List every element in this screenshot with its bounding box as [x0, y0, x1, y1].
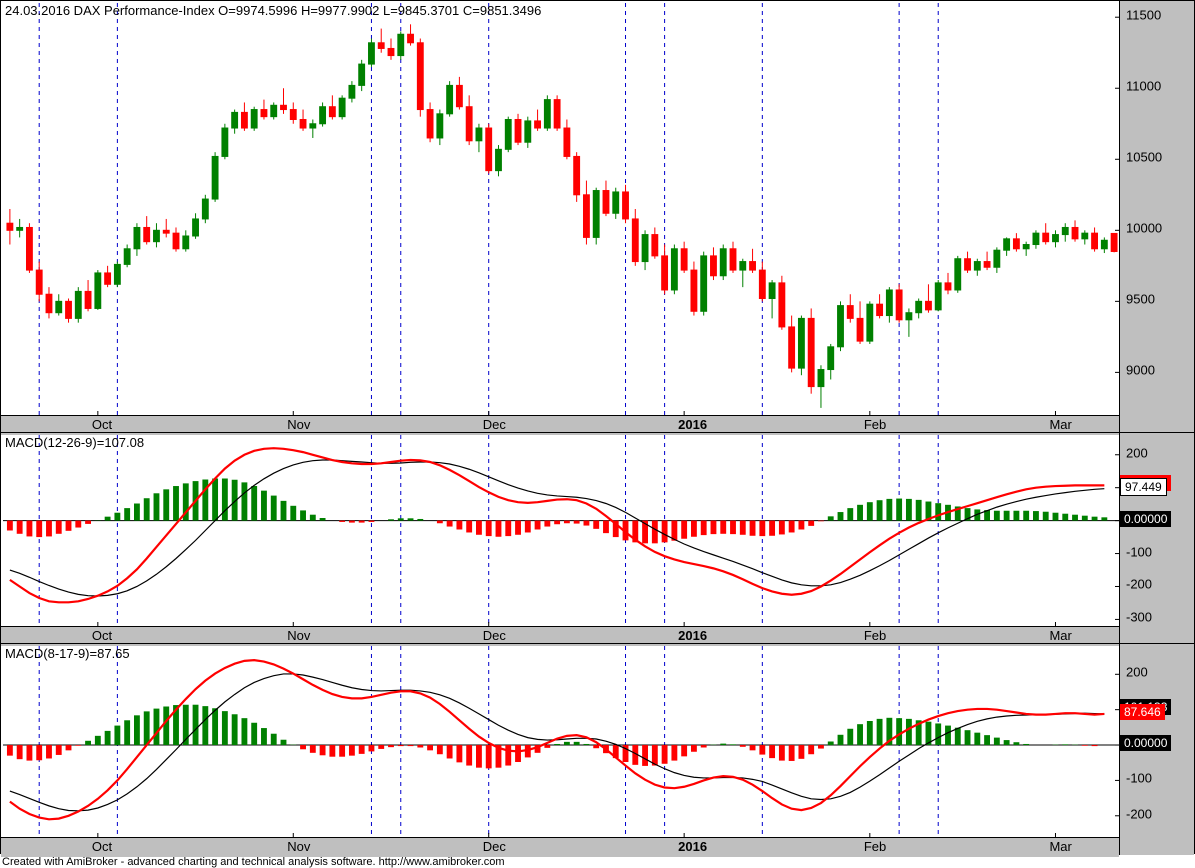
y-tick-label: 200: [1126, 665, 1148, 680]
plot-area[interactable]: [3, 646, 1119, 837]
x-tick-label: Dec: [483, 839, 506, 854]
x-tick-label: Nov: [287, 628, 310, 643]
panel-title: 24.03.2016 DAX Performance-Index O=9974.…: [5, 3, 541, 18]
y-tick-label: -200: [1126, 577, 1152, 592]
x-tick-label: Oct: [92, 628, 112, 643]
x-tick-label: 2016: [678, 628, 707, 643]
y-tick-label: 10000: [1126, 221, 1162, 236]
y-tick-label: -100: [1126, 771, 1152, 786]
y-axis: 9000 9500 10000 10500 11000 11500: [1119, 1, 1194, 433]
y-tick-label: 9000: [1126, 363, 1155, 378]
x-tick-label: Mar: [1049, 839, 1071, 854]
value-flag: 0.00000: [1120, 735, 1171, 751]
x-tick-label: Feb: [864, 839, 886, 854]
x-tick-label: Dec: [483, 628, 506, 643]
value-flag: 0.00000: [1120, 511, 1171, 527]
y-tick-label: 11000: [1126, 79, 1161, 94]
macd-panel-2[interactable]: -200-1000100200101.13387.6460.00000OctNo…: [0, 643, 1195, 854]
x-tick-label: Feb: [864, 628, 886, 643]
footer-text: Created with AmiBroker - advanced charti…: [2, 856, 505, 868]
x-tick-label: Dec: [483, 417, 506, 432]
plot-area[interactable]: [3, 435, 1119, 626]
value-flag: 87.646: [1120, 704, 1165, 720]
chart-page: 9000 9500 10000 10500 11000 11500 Oct Nov Dec 201…: [0, 0, 1195, 868]
plot-area[interactable]: [3, 3, 1119, 415]
x-tick-label: 2016: [678, 417, 707, 432]
x-tick-label: Oct: [92, 417, 112, 432]
x-tick-label: Nov: [287, 839, 310, 854]
x-tick-label: Feb: [864, 417, 886, 432]
x-tick-label: 2016: [678, 839, 707, 854]
y-axis: -200-1000100200101.13387.6460.00000: [1119, 644, 1194, 855]
y-tick-label: 11500: [1126, 8, 1161, 23]
y-tick-label: -100: [1126, 544, 1152, 559]
panel-title: MACD(8-17-9)=87.65: [5, 646, 130, 661]
y-tick-label: 200: [1126, 445, 1148, 460]
x-tick-label: Mar: [1049, 628, 1071, 643]
y-axis: -300-200-1000100200107.07697.4490.00000: [1119, 433, 1194, 644]
price-panel[interactable]: 9000 9500 10000 10500 11000 11500 Oct Nov Dec 201…: [0, 0, 1195, 432]
y-tick-label: 9500: [1126, 292, 1155, 307]
y-tick-label: -200: [1126, 806, 1152, 821]
y-tick-label: 10500: [1126, 150, 1162, 165]
x-tick-label: Nov: [287, 417, 310, 432]
panel-title: MACD(12-26-9)=107.08: [5, 435, 144, 450]
x-axis: Oct Nov Dec 2016 Feb Mar: [1, 837, 1119, 857]
y-tick-label: -300: [1126, 610, 1152, 625]
x-tick-label: Mar: [1049, 417, 1071, 432]
value-flag: 97.449: [1120, 478, 1167, 496]
x-tick-label: Oct: [92, 839, 112, 854]
macd-panel-1[interactable]: -300-200-1000100200107.07697.4490.00000O…: [0, 432, 1195, 643]
